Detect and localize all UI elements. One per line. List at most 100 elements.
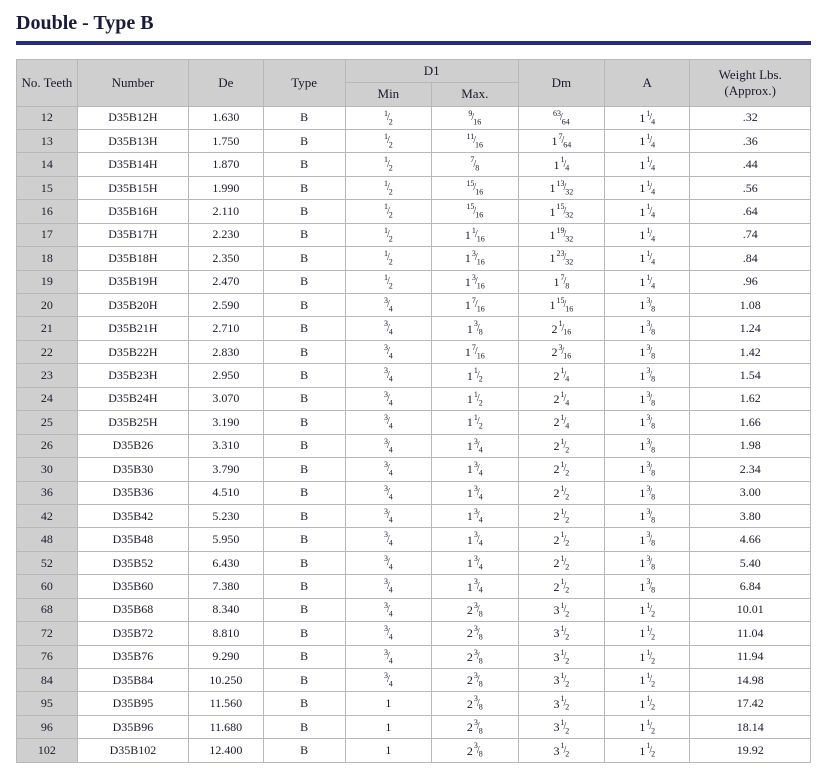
cell-type: B [263,247,345,270]
table-body: 12D35B12H1.630B1/29/1663/6411/4.3213D35B… [17,106,811,762]
cell-number: D35B12H [77,106,188,129]
cell-teeth: 25 [17,411,78,434]
cell-a: 11/2 [605,669,690,692]
cell-dm: 21/2 [518,504,604,527]
cell-number: D35B102 [77,739,188,762]
cell-dm: 21/4 [518,411,604,434]
cell-teeth: 13 [17,129,78,152]
table-row: 13D35B13H1.750B1/211/1617/6411/4.36 [17,129,811,152]
cell-min: 1/2 [345,129,431,152]
table-row: 14D35B14H1.870B1/27/811/411/4.44 [17,153,811,176]
cell-max: 17/16 [431,340,518,363]
cell-max: 23/8 [431,739,518,762]
cell-de: 5.950 [189,528,263,551]
cell-teeth: 48 [17,528,78,551]
cell-max: 11/16 [431,129,518,152]
cell-a: 11/4 [605,270,690,293]
cell-number: D35B76 [77,645,188,668]
col-d1: D1 [345,60,518,83]
cell-min: 1/2 [345,270,431,293]
cell-de: 2.470 [189,270,263,293]
spec-table: No. Teeth Number De Type D1 Dm A Weight … [16,59,811,763]
table-row: 42D35B425.230B3/413/421/213/83.80 [17,504,811,527]
cell-number: D35B84 [77,669,188,692]
cell-number: D35B15H [77,176,188,199]
cell-teeth: 23 [17,364,78,387]
table-header: No. Teeth Number De Type D1 Dm A Weight … [17,60,811,107]
cell-de: 3.790 [189,458,263,481]
cell-weight: 3.80 [690,504,811,527]
cell-max: 13/4 [431,458,518,481]
cell-weight: .74 [690,223,811,246]
cell-number: D35B96 [77,715,188,738]
cell-max: 7/8 [431,153,518,176]
cell-max: 13/4 [431,551,518,574]
cell-teeth: 24 [17,387,78,410]
cell-min: 3/4 [345,481,431,504]
cell-weight: .96 [690,270,811,293]
cell-min: 1 [345,692,431,715]
cell-type: B [263,294,345,317]
cell-weight: 17.42 [690,692,811,715]
cell-dm: 23/16 [518,340,604,363]
cell-dm: 31/2 [518,739,604,762]
col-a: A [605,60,690,107]
cell-type: B [263,739,345,762]
cell-weight: 4.66 [690,528,811,551]
cell-teeth: 42 [17,504,78,527]
cell-max: 17/16 [431,294,518,317]
cell-min: 3/4 [345,504,431,527]
cell-a: 11/2 [605,715,690,738]
cell-dm: 31/2 [518,692,604,715]
cell-de: 3.190 [189,411,263,434]
table-row: 20D35B20H2.590B3/417/16115/1613/81.08 [17,294,811,317]
table-row: 22D35B22H2.830B3/417/1623/1613/81.42 [17,340,811,363]
cell-dm: 21/2 [518,528,604,551]
cell-de: 1.630 [189,106,263,129]
cell-weight: 1.98 [690,434,811,457]
cell-de: 3.070 [189,387,263,410]
cell-number: D35B52 [77,551,188,574]
cell-type: B [263,622,345,645]
cell-min: 3/4 [345,645,431,668]
cell-teeth: 102 [17,739,78,762]
cell-teeth: 16 [17,200,78,223]
cell-type: B [263,481,345,504]
cell-max: 23/8 [431,715,518,738]
cell-number: D35B36 [77,481,188,504]
cell-number: D35B19H [77,270,188,293]
cell-weight: .32 [690,106,811,129]
cell-number: D35B17H [77,223,188,246]
cell-a: 13/8 [605,364,690,387]
cell-a: 13/8 [605,528,690,551]
cell-weight: 18.14 [690,715,811,738]
cell-de: 10.250 [189,669,263,692]
cell-max: 23/8 [431,645,518,668]
table-row: 48D35B485.950B3/413/421/213/84.66 [17,528,811,551]
cell-dm: 21/2 [518,551,604,574]
cell-type: B [263,223,345,246]
cell-dm: 17/8 [518,270,604,293]
cell-weight: .64 [690,200,811,223]
cell-number: D35B72 [77,622,188,645]
cell-a: 13/8 [605,458,690,481]
cell-a: 11/4 [605,200,690,223]
cell-weight: 1.62 [690,387,811,410]
cell-teeth: 21 [17,317,78,340]
cell-number: D35B42 [77,504,188,527]
cell-type: B [263,575,345,598]
cell-teeth: 26 [17,434,78,457]
cell-de: 1.990 [189,176,263,199]
cell-de: 6.430 [189,551,263,574]
cell-max: 13/4 [431,481,518,504]
cell-number: D35B13H [77,129,188,152]
cell-de: 2.830 [189,340,263,363]
table-row: 25D35B25H3.190B3/411/221/413/81.66 [17,411,811,434]
cell-weight: 1.42 [690,340,811,363]
cell-dm: 21/4 [518,364,604,387]
table-row: 36D35B364.510B3/413/421/213/83.00 [17,481,811,504]
cell-a: 11/4 [605,247,690,270]
cell-number: D35B16H [77,200,188,223]
cell-weight: .56 [690,176,811,199]
cell-weight: .36 [690,129,811,152]
